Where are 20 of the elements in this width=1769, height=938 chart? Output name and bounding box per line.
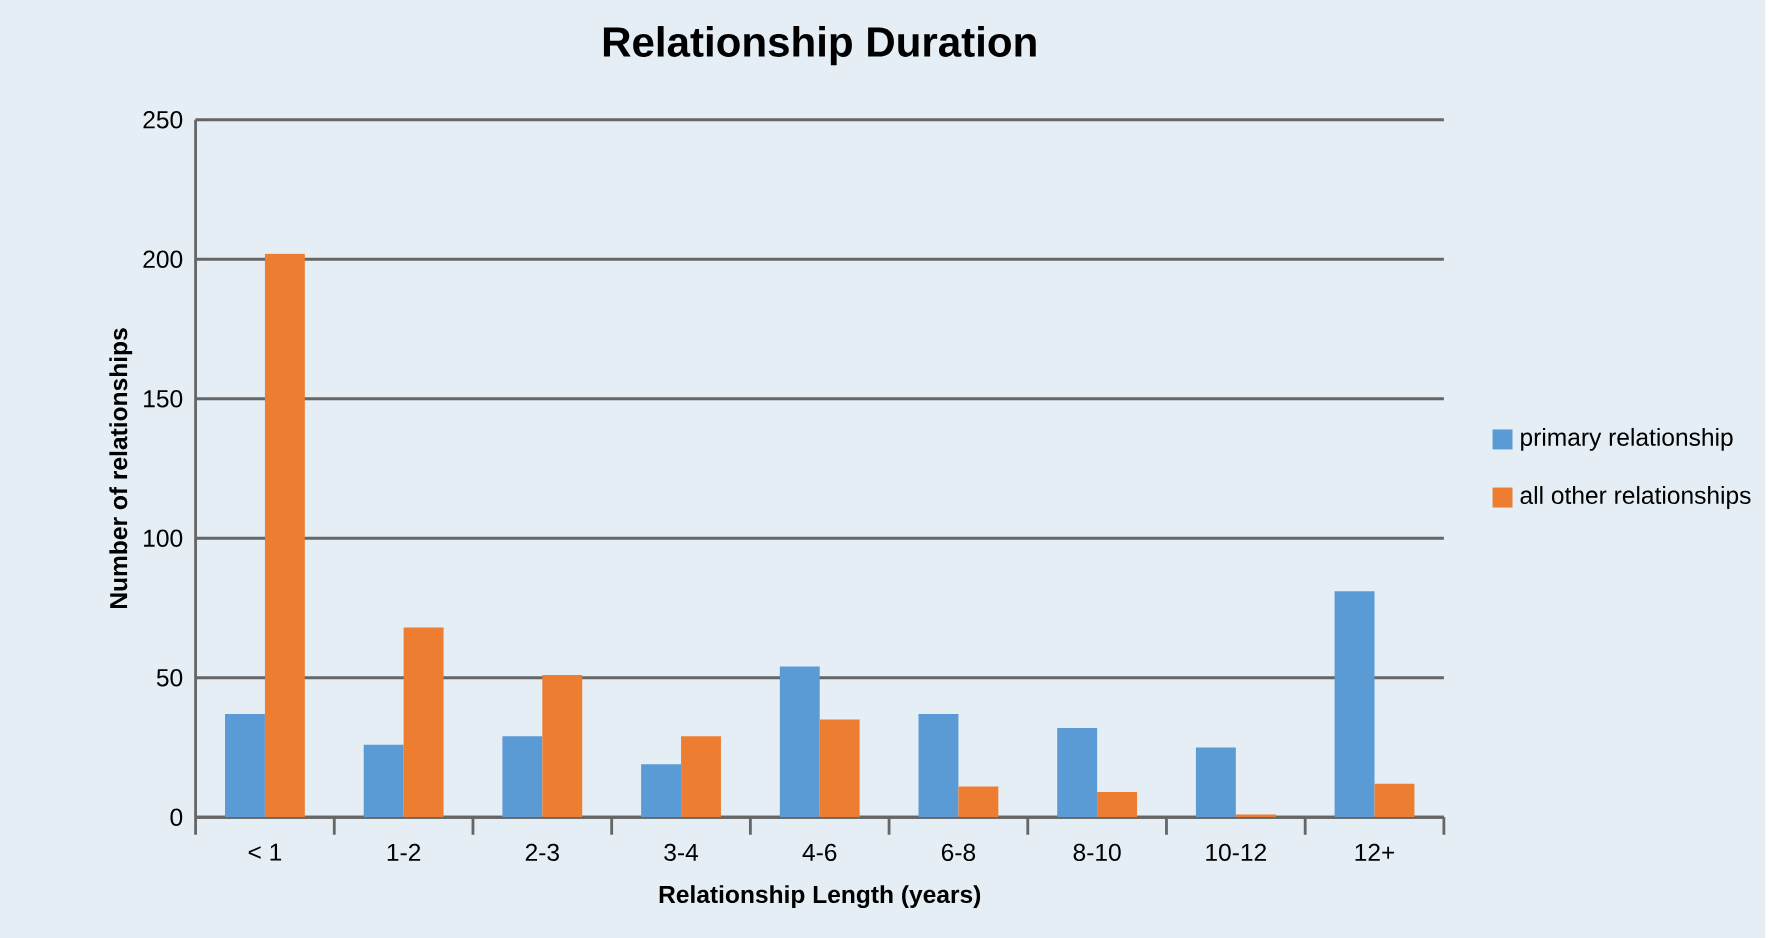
y-axis-title: Number of relationships	[109, 328, 133, 609]
y-tick-label: 150	[144, 390, 183, 408]
x-tick-label: 8-10	[1073, 843, 1121, 862]
x-tick-label: 1-2	[387, 843, 421, 861]
x-tick-label: 2-3	[525, 843, 559, 862]
x-tick-label: 10-12	[1206, 843, 1266, 862]
x-tick-label: 12+	[1355, 843, 1395, 861]
legend-label: all other relationships	[1520, 486, 1751, 509]
x-tick-label: < 1	[248, 843, 282, 861]
legend-label: primary relationship	[1521, 427, 1733, 451]
x-tick-label: 4-6	[802, 843, 837, 862]
y-tick-label: 50	[156, 669, 183, 687]
y-tick-label: 200	[143, 250, 183, 268]
x-tick-label: 3-4	[664, 843, 699, 862]
y-tick-label: 250	[143, 111, 183, 129]
y-tick-label: 0	[170, 808, 183, 826]
x-axis-title: Relationship Length (years)	[659, 885, 981, 909]
chart-title: Relationship Duration	[603, 26, 1036, 66]
y-tick-label: 100	[144, 529, 183, 547]
x-tick-label: 6-8	[941, 843, 976, 862]
